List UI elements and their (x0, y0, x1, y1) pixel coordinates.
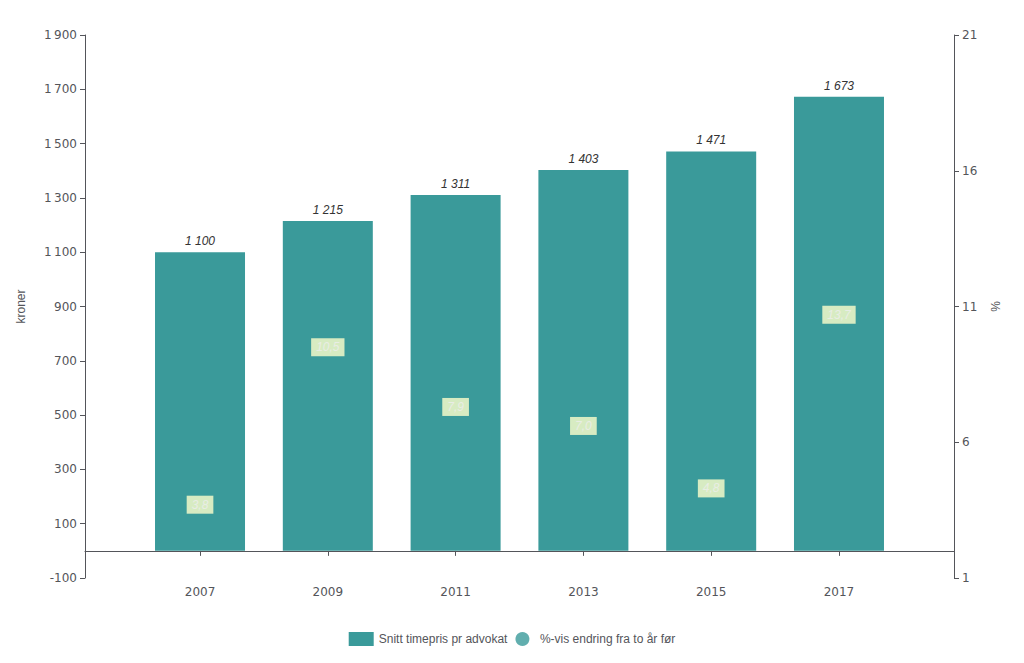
svg-text:7,0: 7,0 (575, 419, 592, 433)
svg-text:21: 21 (962, 28, 977, 42)
svg-text:700: 700 (54, 354, 77, 368)
svg-text:1 300: 1 300 (44, 191, 77, 205)
svg-text:6: 6 (962, 435, 970, 449)
svg-text:%-vis endring fra to år før: %-vis endring fra to år før (540, 632, 675, 646)
svg-text:2013: 2013 (568, 585, 599, 599)
svg-text:7,9: 7,9 (447, 400, 464, 414)
svg-text:2007: 2007 (185, 585, 216, 599)
svg-text:1 215: 1 215 (313, 203, 343, 217)
svg-text:500: 500 (54, 408, 77, 422)
svg-text:100: 100 (54, 517, 77, 531)
svg-text:2009: 2009 (313, 585, 344, 599)
svg-text:3,8: 3,8 (192, 498, 209, 512)
svg-text:-100: -100 (50, 571, 77, 585)
svg-text:11: 11 (962, 300, 977, 314)
svg-text:%: % (989, 301, 1003, 312)
svg-text:10,5: 10,5 (316, 340, 340, 354)
svg-text:13,7: 13,7 (827, 308, 852, 322)
svg-text:1 311: 1 311 (441, 177, 470, 191)
svg-text:1 100: 1 100 (44, 245, 77, 259)
svg-text:Snitt timepris pr advokat: Snitt timepris pr advokat (379, 632, 508, 646)
svg-text:1 500: 1 500 (44, 137, 77, 151)
svg-text:1 700: 1 700 (44, 82, 77, 96)
svg-text:300: 300 (54, 462, 77, 476)
svg-text:1 673: 1 673 (824, 79, 854, 93)
svg-text:2015: 2015 (696, 585, 727, 599)
svg-text:1 471: 1 471 (696, 133, 726, 147)
svg-text:1: 1 (962, 571, 970, 585)
svg-text:16: 16 (962, 164, 977, 178)
svg-text:900: 900 (54, 300, 77, 314)
svg-text:4,8: 4,8 (703, 481, 720, 495)
svg-text:kroner: kroner (14, 289, 28, 323)
svg-text:1 900: 1 900 (44, 28, 77, 42)
svg-text:2017: 2017 (824, 585, 855, 599)
svg-text:1 100: 1 100 (185, 234, 215, 248)
svg-text:2011: 2011 (440, 585, 471, 599)
svg-text:1 403: 1 403 (568, 152, 598, 166)
